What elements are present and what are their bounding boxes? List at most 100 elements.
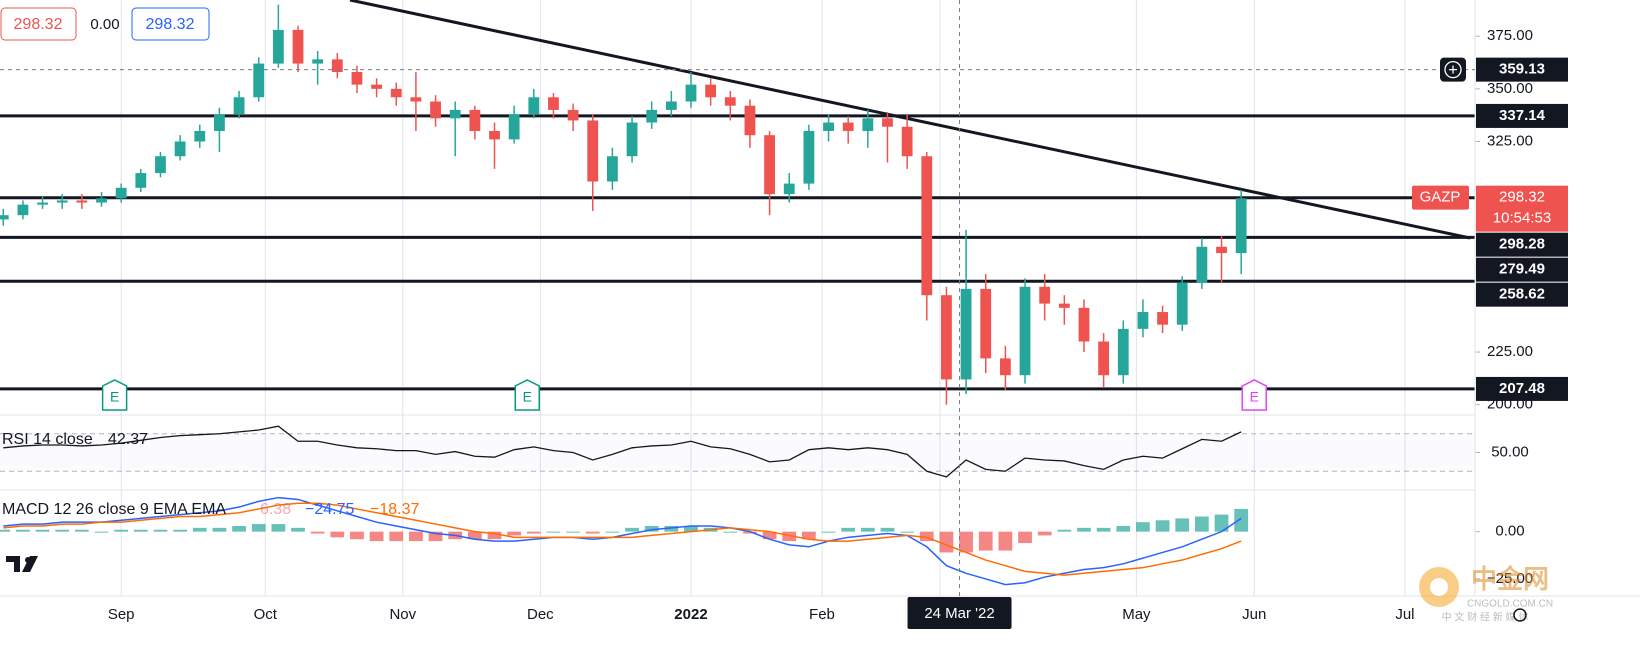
symbol-box xyxy=(1412,185,1469,210)
histogram-bar xyxy=(841,527,856,532)
candle-body xyxy=(548,97,559,110)
bid-box[interactable] xyxy=(0,7,77,41)
candle-body xyxy=(489,130,500,140)
histogram-bar xyxy=(1116,525,1131,532)
candle-body xyxy=(410,97,422,102)
tradingview-logo[interactable] xyxy=(4,552,40,576)
histogram-bar xyxy=(684,525,698,532)
histogram-bar xyxy=(153,529,168,532)
histogram-bar xyxy=(330,531,345,538)
rsi-legend-label: RSI 14 close xyxy=(2,431,93,448)
line-series xyxy=(3,496,1242,586)
x-tick-label: May xyxy=(1122,606,1151,623)
histogram-bar xyxy=(644,525,659,532)
histogram-bar xyxy=(1096,527,1111,532)
candle-body xyxy=(115,187,127,199)
logo-bg xyxy=(4,552,40,576)
candle-body xyxy=(214,114,225,131)
logo-dot xyxy=(25,557,31,563)
candle-body xyxy=(174,141,186,157)
rsi-band xyxy=(0,434,1475,472)
histogram-bar xyxy=(173,529,187,532)
histogram-bar xyxy=(350,531,364,540)
watermark-logo: 中金网 xyxy=(1471,564,1549,594)
candle-body xyxy=(272,29,284,64)
candle-body xyxy=(764,135,775,195)
macd-legend-label: MACD 12 26 close 9 EMA EMA xyxy=(2,501,226,518)
ask-box[interactable] xyxy=(131,7,210,41)
level-price-box xyxy=(1476,282,1568,307)
level-price: 207.48 xyxy=(1499,380,1545,397)
candle-body xyxy=(803,130,815,184)
histogram-bar xyxy=(35,529,50,532)
histogram-bar xyxy=(723,531,738,533)
candle-body xyxy=(253,63,265,98)
settings-icon[interactable] xyxy=(1513,608,1527,622)
level-price-box xyxy=(1476,103,1568,128)
x-tick-label: Jul xyxy=(1395,606,1414,623)
candle-body xyxy=(0,215,9,220)
candle-body xyxy=(1058,303,1070,308)
candle-body xyxy=(665,101,677,110)
histogram-bar xyxy=(762,531,777,540)
histogram-bar xyxy=(566,531,580,533)
y-tick-label: 350.00 xyxy=(1487,80,1533,97)
candle-body xyxy=(862,118,874,131)
event-marker[interactable] xyxy=(1241,379,1268,411)
candle-body xyxy=(1235,198,1247,254)
spread: 0.00 xyxy=(90,16,119,33)
histogram-bar xyxy=(605,531,620,533)
candle-body xyxy=(331,59,343,73)
candle-body xyxy=(469,109,481,131)
candle-body xyxy=(587,120,599,182)
candle-body xyxy=(1137,312,1149,329)
histogram-bar xyxy=(212,527,227,532)
macd-legend-signal: −18.37 xyxy=(370,501,419,518)
candle-body xyxy=(508,114,520,140)
histogram-bar xyxy=(1175,518,1190,532)
histogram-bar xyxy=(94,531,109,533)
candle-body xyxy=(646,109,658,123)
x-tick-label: Sep xyxy=(108,606,135,623)
candle-body xyxy=(1157,312,1168,325)
x-tick-label: Dec xyxy=(527,606,554,623)
event-marker[interactable] xyxy=(514,379,541,411)
watermark-icon-inner xyxy=(1430,578,1448,596)
level-price: 337.14 xyxy=(1499,107,1546,124)
histogram-bar xyxy=(959,531,973,553)
histogram-bar xyxy=(74,529,89,532)
histogram-bar xyxy=(1037,531,1052,536)
histogram-bar xyxy=(271,524,286,532)
candle-body xyxy=(430,101,441,119)
macd-legend-macd: −24.75 xyxy=(305,501,354,518)
candle-body xyxy=(1117,328,1129,376)
level-price: 258.62 xyxy=(1499,286,1545,303)
candle-body xyxy=(1098,341,1110,376)
histogram-bar xyxy=(487,531,502,540)
histogram-bar xyxy=(998,531,1013,551)
crosshair-price-box xyxy=(1476,57,1568,82)
candle-body xyxy=(233,97,245,115)
candle-body xyxy=(882,118,893,127)
candle-body xyxy=(1176,282,1188,325)
histogram-bar xyxy=(585,531,600,534)
macd-legend-hist: 6.38 xyxy=(260,501,291,518)
y-tick-label: 325.00 xyxy=(1487,132,1533,149)
candle-body xyxy=(194,130,206,142)
watermark-tagline: 中 文 财 经 新 媒 体 xyxy=(1442,611,1529,624)
event-label: E xyxy=(1250,389,1259,405)
x-tick-label: Jun xyxy=(1242,606,1266,623)
symbol-label: GAZP xyxy=(1420,189,1461,206)
bid-price: 298.32 xyxy=(14,16,63,33)
candle-body xyxy=(744,105,756,136)
candle-body xyxy=(941,295,952,380)
trend-line[interactable] xyxy=(349,0,1471,240)
candle-body xyxy=(606,156,618,182)
candle-body xyxy=(371,84,383,89)
event-marker[interactable] xyxy=(101,379,128,411)
histogram-bar xyxy=(978,531,993,551)
histogram-bar xyxy=(1155,520,1170,532)
histogram-bar xyxy=(1018,531,1032,543)
countdown: 10:54:53 xyxy=(1493,210,1551,227)
